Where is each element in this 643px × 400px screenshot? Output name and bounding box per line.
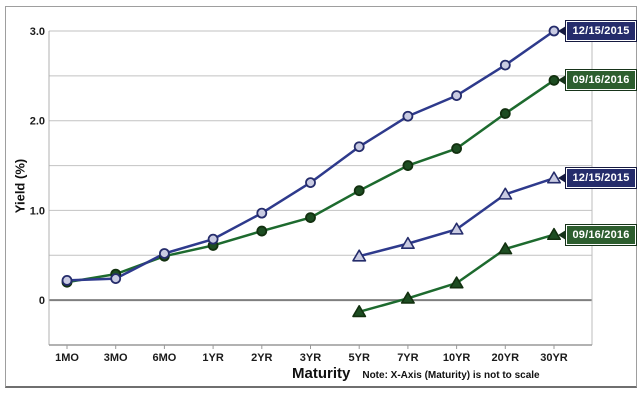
y-tick-label: 3.0 bbox=[30, 26, 45, 38]
series-callout-label: 12/15/2015 bbox=[572, 25, 630, 37]
data-point-marker bbox=[451, 90, 463, 101]
data-point-marker bbox=[305, 212, 316, 224]
x-tick-label: 10YR bbox=[443, 352, 471, 364]
data-point-marker bbox=[402, 110, 414, 122]
data-point-marker bbox=[207, 233, 219, 245]
data-point-marker bbox=[353, 141, 365, 153]
data-point-marker bbox=[256, 225, 268, 237]
data-point-marker bbox=[451, 143, 463, 154]
series-callout-real-09-16-2016: 09/16/2016 bbox=[566, 224, 636, 245]
data-point-marker bbox=[449, 276, 464, 289]
series-callout-label: 12/15/2015 bbox=[572, 172, 630, 185]
data-point-marker bbox=[499, 59, 511, 71]
series-callout-real-12-15-2015: 12/15/2015 bbox=[566, 168, 636, 189]
series-line bbox=[65, 29, 556, 282]
data-point-marker bbox=[352, 249, 367, 262]
x-tick-label: 3MO bbox=[104, 352, 128, 364]
data-point-marker bbox=[353, 185, 365, 197]
x-tick-label: 3YR bbox=[300, 352, 321, 364]
series-callout-label: 09/16/2016 bbox=[572, 228, 630, 241]
y-axis-title: Yield (%) bbox=[12, 158, 28, 214]
data-point-marker bbox=[402, 160, 414, 171]
x-axis-scale-note: Note: X-Axis (Maturity) is not to scale bbox=[362, 370, 540, 381]
data-point-marker bbox=[449, 222, 464, 235]
x-tick-label: 1YR bbox=[202, 352, 223, 364]
x-tick-label: 5YR bbox=[348, 352, 369, 364]
x-axis-title: Maturity bbox=[292, 365, 351, 382]
x-tick-label: 20YR bbox=[492, 352, 520, 364]
series-callout-label: 09/16/2016 bbox=[572, 74, 630, 87]
data-point-marker bbox=[256, 207, 268, 219]
data-point-marker bbox=[400, 291, 415, 304]
series-callout-nominal-12-15-2015: 12/15/2015 bbox=[566, 21, 636, 41]
data-point-marker bbox=[352, 305, 367, 318]
data-point-marker bbox=[61, 275, 73, 286]
data-point-marker bbox=[498, 242, 513, 255]
figure-border bbox=[5, 6, 637, 388]
data-point-marker bbox=[305, 177, 316, 189]
y-tick-label: 1.0 bbox=[30, 205, 45, 217]
x-tick-label: 1MO bbox=[55, 352, 79, 364]
x-tick-label: 7YR bbox=[397, 352, 418, 364]
data-point-marker bbox=[110, 273, 122, 285]
x-tick-label: 6MO bbox=[152, 352, 176, 364]
x-tick-label: 30YR bbox=[540, 352, 568, 364]
x-axis-title-row: Maturity Note: X-Axis (Maturity) is not … bbox=[292, 365, 540, 382]
data-point-marker bbox=[400, 236, 415, 250]
y-tick-label: 2.0 bbox=[30, 116, 45, 128]
series-callout-nominal-09-16-2016: 09/16/2016 bbox=[566, 70, 636, 91]
data-point-marker bbox=[499, 108, 511, 119]
y-tick-label: 0 bbox=[39, 295, 45, 307]
x-tick-label: 2YR bbox=[251, 352, 272, 364]
data-point-marker bbox=[158, 248, 170, 259]
data-point-marker bbox=[498, 187, 513, 200]
